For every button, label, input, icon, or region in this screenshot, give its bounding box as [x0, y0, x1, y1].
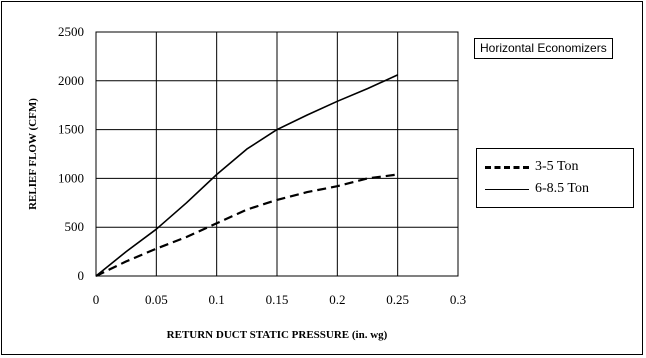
series-lines [95, 74, 399, 277]
legend-dashed-swatch [485, 165, 529, 169]
x-axis-title: RETURN DUCT STATIC PRESSURE (in. wg) [167, 329, 388, 341]
x-tick-label: 0 [93, 292, 100, 307]
y-axis-title: RELIEF FLOW (CFM) [27, 98, 39, 210]
y-tick-label: 2000 [58, 73, 84, 88]
series-6-8-5-ton-line [95, 74, 399, 277]
x-tick-labels: 0 0.05 0.1 0.15 0.2 0.25 0.3 [93, 292, 466, 307]
x-tick-label: 0.25 [386, 292, 409, 307]
x-tick-label: 0.1 [209, 292, 225, 307]
x-tick-label: 0.3 [450, 292, 466, 307]
x-tick-label: 0.05 [145, 292, 168, 307]
x-tick-label: 0.2 [329, 292, 345, 307]
annotation-box: Horizontal Economizers [474, 38, 613, 59]
legend-item-6-8-5-ton: 6-8.5 Ton [485, 179, 589, 199]
y-tick-label: 500 [65, 219, 85, 234]
legend-label: 3-5 Ton [535, 159, 579, 174]
y-tick-label: 2500 [58, 24, 84, 39]
y-tick-label: 1000 [58, 170, 84, 185]
y-tick-labels: 0 500 1000 1500 2000 2500 [58, 24, 84, 283]
legend: 3-5 Ton 6-8.5 Ton [476, 148, 634, 208]
legend-label: 6-8.5 Ton [535, 181, 589, 196]
y-tick-label: 1500 [58, 122, 84, 137]
plot-area [95, 31, 459, 277]
x-tick-label: 0.15 [266, 292, 289, 307]
legend-item-3-5-ton: 3-5 Ton [485, 157, 578, 177]
y-tick-label: 0 [78, 268, 85, 283]
grid-lines [95, 31, 459, 277]
series-3-5-ton-line [95, 173, 398, 277]
legend-solid-swatch [485, 188, 529, 190]
